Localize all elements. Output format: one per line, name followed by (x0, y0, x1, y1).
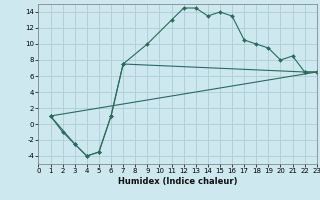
X-axis label: Humidex (Indice chaleur): Humidex (Indice chaleur) (118, 177, 237, 186)
